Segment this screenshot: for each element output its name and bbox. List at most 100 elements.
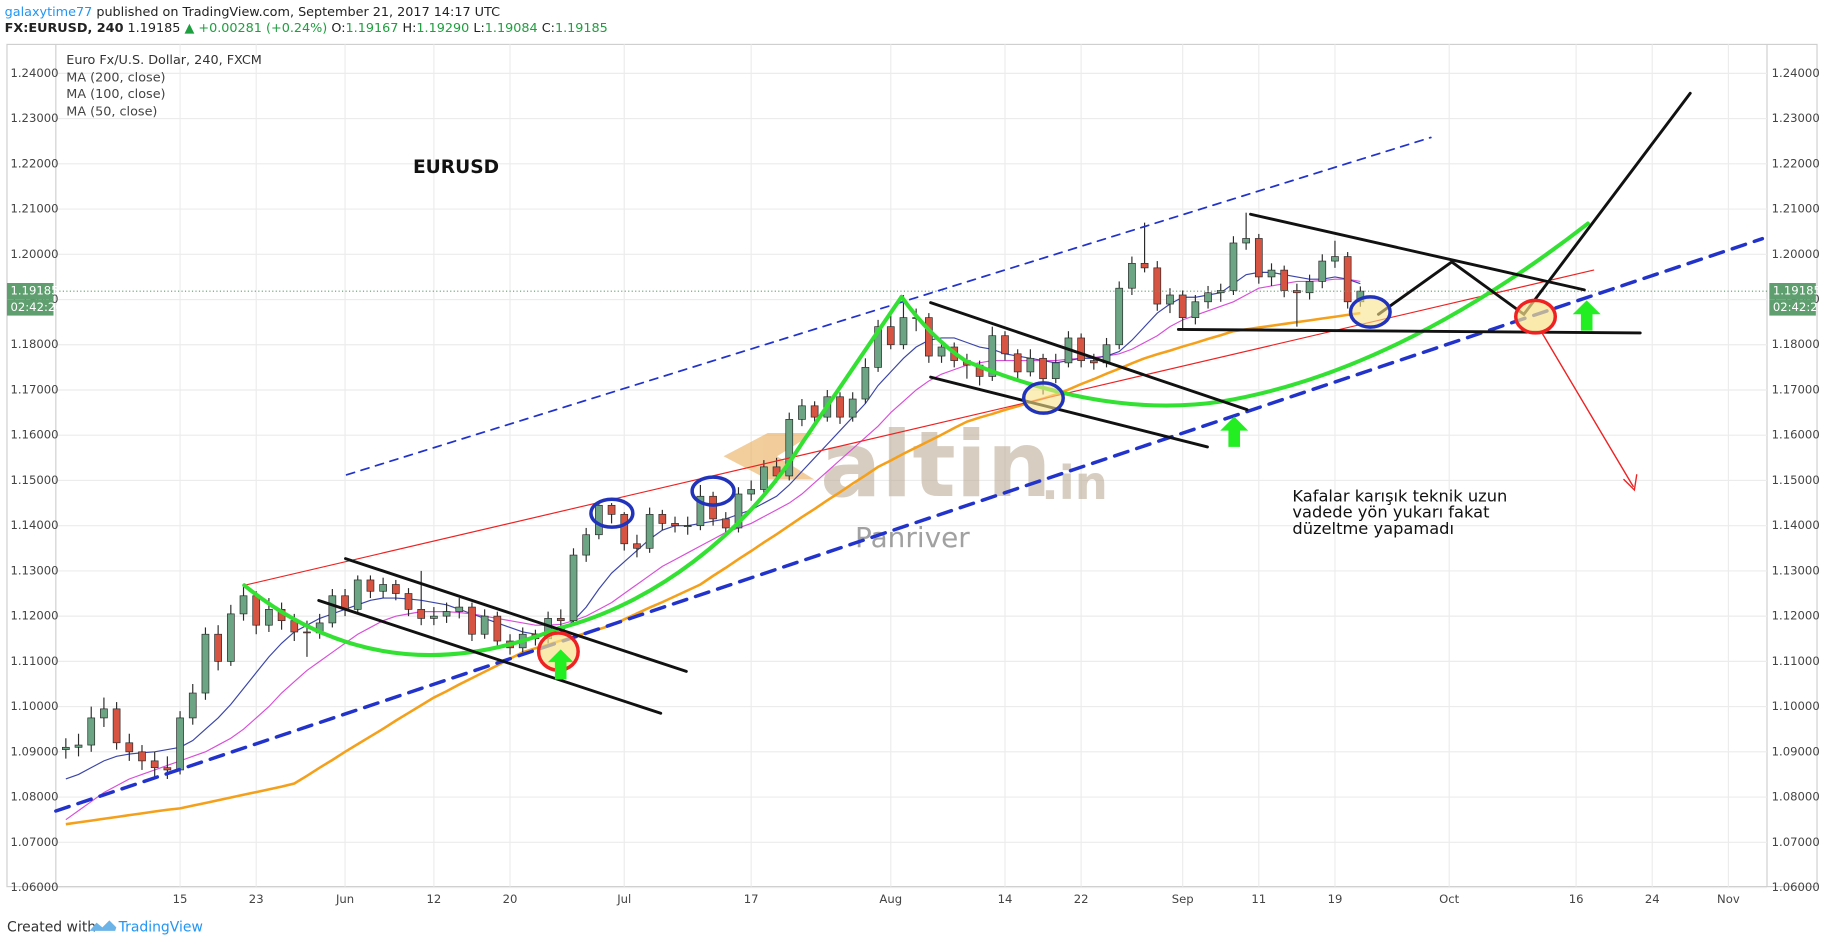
candle-body [633, 543, 641, 549]
quote-line: FX:EURUSD, 240 1.19185 ▲ +0.00281 (+0.24… [5, 21, 608, 36]
y-tick-label: 1.12000 [10, 609, 58, 623]
candle-body [1039, 357, 1047, 380]
price-label: 1.19185 [10, 284, 58, 298]
candle-body [556, 618, 565, 622]
y-tick-label: 1.06000 [1772, 880, 1820, 894]
y-tick-label: 1.13000 [1772, 563, 1820, 577]
drawings [54, 91, 1765, 813]
candle-body [620, 514, 629, 545]
annotation: EURUSD [413, 157, 499, 178]
candle-body [810, 405, 819, 418]
legend-entry[interactable]: MA (100, close) [66, 87, 165, 102]
x-tick-label: 16 [1569, 892, 1584, 906]
x-tick-label: 24 [1645, 892, 1660, 906]
candle-body [391, 584, 400, 594]
y-tick-label: 1.08000 [1772, 790, 1820, 804]
countdown-box [1769, 299, 1816, 316]
annotation: Kafalar karışık teknik uzun [1292, 486, 1507, 505]
candle-body [176, 717, 184, 771]
candle-body [404, 593, 413, 610]
y-tick-label: 1.10000 [10, 699, 58, 713]
candle-body [138, 751, 146, 762]
x-tick-label: 12 [426, 892, 441, 906]
candle-body [1242, 238, 1250, 244]
annotation: vadede yön yukarı fakat [1292, 503, 1489, 522]
legend-title: Euro Fx/U.S. Dollar, 240, FXCM [66, 53, 262, 68]
y-tick-label: 1.24000 [10, 66, 58, 80]
candle-body [328, 595, 337, 624]
candle-body [671, 523, 679, 527]
candle-body [430, 615, 438, 619]
moving-average [65, 311, 1361, 826]
y-tick-label: 1.15000 [10, 473, 58, 487]
y-tick-label: 1.23000 [10, 111, 58, 125]
legend-entry[interactable]: MA (50, close) [66, 104, 157, 119]
axes: 1.06000 1.06000 1.07000 1.07000 1.08000 1.080… [6, 66, 1824, 906]
x-tick-label: 14 [998, 892, 1013, 906]
triangle-line [1249, 212, 1586, 292]
candle-body [772, 466, 781, 477]
candle-body [379, 584, 387, 592]
candle-body [1051, 362, 1060, 380]
candle-body [1089, 360, 1098, 364]
candle-body [721, 518, 730, 529]
candle-body [1115, 287, 1124, 346]
channel-line [317, 599, 663, 715]
candle-body [760, 466, 768, 490]
x-tick-label: 11 [1251, 892, 1266, 906]
y-tick-label: 1.17000 [1772, 382, 1820, 396]
low-label: L: [473, 21, 484, 36]
y-tick-label: 1.20000 [1772, 247, 1820, 261]
footer-brand[interactable]: TradingView [118, 919, 203, 935]
candle-body [303, 631, 311, 634]
candle-body [836, 396, 844, 418]
y-tick-label: 1.09000 [10, 744, 58, 758]
candle-body [607, 504, 616, 515]
countdown-box [6, 299, 54, 316]
candle-body [353, 579, 362, 610]
circle [690, 475, 736, 507]
y-tick-label: 1.22000 [1772, 156, 1820, 170]
y-tick-label: 1.06000 [10, 880, 58, 894]
y-tick-label: 1.08000 [10, 790, 58, 804]
y-tick-label: 1.14000 [10, 518, 58, 532]
author[interactable]: galaxytime77 [5, 4, 93, 19]
candle-body [1191, 301, 1200, 318]
candle-body [785, 419, 794, 477]
candle-body [1229, 242, 1238, 291]
candle-body [1305, 281, 1314, 294]
rise-curve [556, 294, 904, 631]
y-tick-label: 1.18000 [10, 337, 58, 351]
down-arrow [1540, 331, 1634, 488]
watermark-text: altin [820, 413, 1051, 518]
candle-body [112, 708, 121, 744]
candle-body [861, 367, 870, 400]
candle-body [214, 633, 222, 662]
candle-body [747, 489, 756, 495]
candle-body [1153, 267, 1162, 305]
candle-body [74, 744, 83, 748]
low: 1.19084 [485, 21, 538, 36]
candle-body [163, 767, 172, 771]
y-tick-label: 1.16000 [10, 428, 58, 442]
candle-body [62, 746, 70, 750]
y-tick-label: 1.16000 [1772, 428, 1820, 442]
candle-body [988, 335, 997, 377]
candle-body [1254, 238, 1263, 278]
support-line [1176, 327, 1642, 335]
footer-text: Created with [7, 919, 96, 935]
candle-body [886, 326, 895, 346]
x-tick-label: Jul [616, 892, 631, 906]
legend-entry[interactable]: MA (200, close) [66, 71, 165, 86]
candle-body [683, 525, 692, 527]
candle-body [582, 534, 591, 556]
up-arrow [1572, 300, 1601, 331]
y-tick-label: 1.23000 [1772, 111, 1820, 125]
candle-body [1216, 290, 1225, 294]
candle-body [125, 742, 134, 753]
candle-body [1128, 262, 1136, 289]
candle-body [188, 692, 197, 719]
last: 1.19185 [128, 21, 181, 36]
